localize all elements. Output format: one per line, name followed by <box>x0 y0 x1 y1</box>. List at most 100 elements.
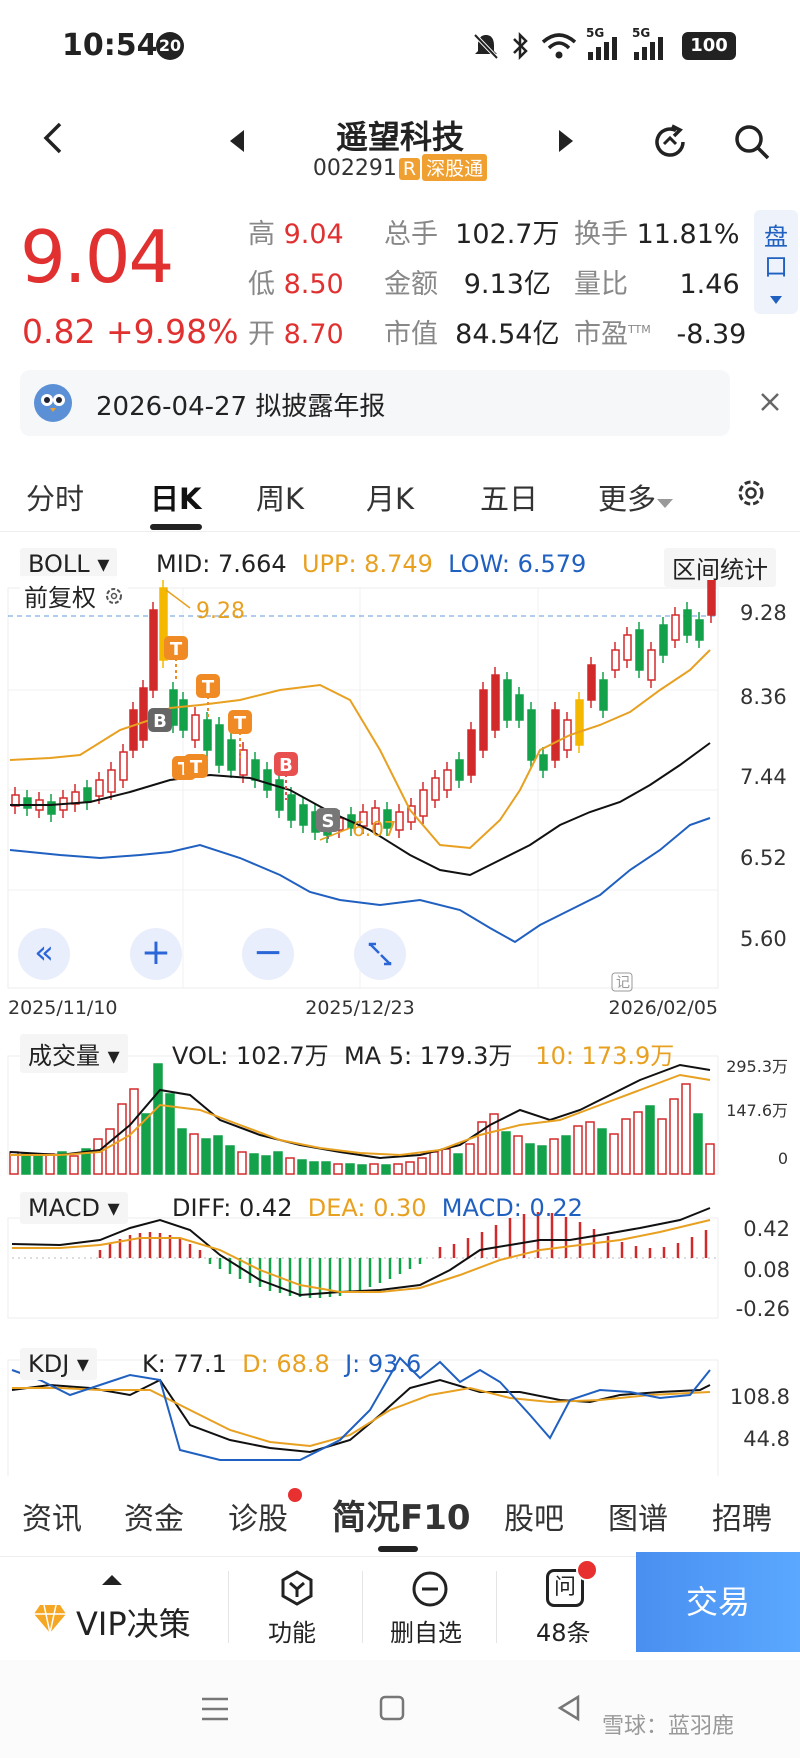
status-bar: 10:54 20 5G 5G 100 <box>0 0 800 90</box>
home-square-icon[interactable] <box>378 1694 406 1722</box>
candle-body <box>611 649 620 671</box>
tab-five-day[interactable]: 五日 <box>480 482 539 516</box>
volume-bar <box>237 1151 247 1175</box>
vip-decision-button[interactable]: VIP决策 <box>0 1557 226 1659</box>
refresh-button[interactable] <box>650 122 690 162</box>
triangle-left-icon <box>230 130 244 152</box>
volume-bar <box>57 1151 67 1175</box>
candle-body <box>95 779 104 797</box>
high-field: 高 9.04 <box>248 212 344 251</box>
stock-chart-area[interactable]: TTTTTBBS 9.28 6.07 9.288.367.446.525.60 … <box>0 580 800 1476</box>
function-label: 功能 <box>268 1619 316 1647</box>
candle-body <box>551 709 560 761</box>
prev-stock-button[interactable] <box>228 128 248 160</box>
search-button[interactable] <box>732 122 772 162</box>
tab-forum[interactable]: 股吧 <box>504 1502 564 1537</box>
hexagon-icon <box>281 1570 313 1606</box>
volume-bar <box>513 1135 523 1175</box>
volume-bar <box>657 1118 667 1175</box>
trade-marker <box>164 636 188 660</box>
tab-diagnosis[interactable]: 诊股 <box>228 1502 288 1537</box>
tab-funds[interactable]: 资金 <box>124 1502 184 1537</box>
open-label: 开 <box>248 319 275 350</box>
notice-banner[interactable]: 2026-04-27 拟披露年报 <box>20 370 730 436</box>
signal-type-1: 5G <box>586 26 605 40</box>
close-notice-button[interactable] <box>758 388 782 421</box>
trade-marker-label: T <box>202 677 215 698</box>
range-stats-button[interactable]: 区间统计 <box>664 548 776 587</box>
macd-selector[interactable]: MACD ▾ <box>20 1192 128 1224</box>
volume-ratio-field: 量比 1.46 <box>574 262 740 301</box>
volume-label: 总手 <box>384 219 438 250</box>
caret-down-icon <box>770 296 782 304</box>
candle-body <box>419 789 428 817</box>
candle-body <box>587 664 596 701</box>
tab-more[interactable]: 更多 <box>598 476 674 518</box>
back-triangle-icon[interactable] <box>556 1694 582 1722</box>
candle-body <box>119 751 128 781</box>
fullscreen-button[interactable] <box>354 928 406 980</box>
scroll-left-button[interactable]: « <box>18 928 70 980</box>
candle-body <box>179 699 188 731</box>
adjust-mode[interactable]: 前复权 <box>20 576 128 615</box>
note-icon[interactable] <box>611 972 633 992</box>
volume-selector[interactable]: 成交量 ▾ <box>20 1034 128 1073</box>
trade-button[interactable]: 交易 <box>636 1552 800 1652</box>
menu-icon[interactable] <box>200 1696 230 1722</box>
chart-settings-button[interactable] <box>734 476 768 514</box>
candle-body <box>575 699 584 746</box>
tag-exchange: 深股通 <box>422 154 488 181</box>
kline-y-tick: 8.36 <box>740 685 787 709</box>
zoom-in-button[interactable]: + <box>130 928 182 980</box>
boll-selector[interactable]: BOLL ▾ <box>20 548 118 580</box>
tab-monthly-k[interactable]: 月K <box>366 482 415 516</box>
gear-icon <box>105 588 122 604</box>
macd-frame <box>7 1217 719 1319</box>
volume-y-tick: 0 <box>778 1149 788 1168</box>
kdj-frame <box>7 1359 719 1476</box>
f10-tabs: 资讯 资金 诊股 简况F10 股吧 图谱 招聘 <box>0 1476 800 1556</box>
tab-intraday[interactable]: 分时 <box>26 482 85 516</box>
boll-selector-label: BOLL <box>28 550 90 578</box>
tab-news[interactable]: 资讯 <box>22 1502 82 1537</box>
volume-bar <box>81 1148 91 1175</box>
battery-icon: 100 <box>682 32 736 60</box>
candle-body <box>539 754 548 771</box>
function-button[interactable]: 功能 <box>230 1557 362 1659</box>
tab-graph[interactable]: 图谱 <box>608 1502 668 1537</box>
volume-value: 102.7万 <box>455 219 560 250</box>
kdj-y-tick: 108.8 <box>730 1385 790 1409</box>
volume-bar <box>273 1151 283 1175</box>
volume-bar <box>645 1105 655 1175</box>
open-field: 开 8.70 <box>248 312 344 351</box>
tab-recruit[interactable]: 招聘 <box>712 1502 772 1537</box>
wifi-icon <box>541 33 577 59</box>
diagnosis-red-dot <box>288 1488 302 1502</box>
kdj-selector[interactable]: KDJ ▾ <box>20 1348 97 1380</box>
pankou-button[interactable]: 盘口 <box>754 210 798 314</box>
back-button[interactable] <box>38 118 68 168</box>
macd-dea: DEA: 0.30 <box>307 1194 427 1222</box>
tab-weekly-k[interactable]: 周K <box>256 482 305 516</box>
pe-value: -8.39 <box>676 319 747 350</box>
remove-watchlist-button[interactable]: 删自选 <box>364 1557 496 1659</box>
volume-bar <box>573 1125 583 1175</box>
kline-x-tick: 2025/12/23 <box>305 997 415 1019</box>
high-value: 9.04 <box>283 219 344 250</box>
next-stock-button[interactable] <box>555 128 575 160</box>
volume-bar <box>549 1138 559 1175</box>
kline-y-axis: 9.28 8.36 7.44 6.52 5.60 <box>740 601 787 951</box>
volume-bar <box>597 1128 607 1175</box>
tab-daily-k[interactable]: 日K <box>150 482 202 516</box>
tab-f10[interactable]: 简况F10 <box>332 1498 471 1538</box>
volume-bar <box>225 1145 235 1175</box>
ask-button[interactable]: 问 48条 <box>498 1557 632 1659</box>
volume-bar <box>21 1153 31 1175</box>
stock-name: 遥望科技 <box>335 118 464 156</box>
volume-bar <box>369 1163 379 1175</box>
ask-red-dot <box>576 1559 598 1581</box>
diamond-icon <box>34 1604 66 1634</box>
candle-body <box>383 809 392 829</box>
zoom-out-button[interactable]: − <box>242 928 294 980</box>
ask-count-label: 48条 <box>536 1619 591 1647</box>
